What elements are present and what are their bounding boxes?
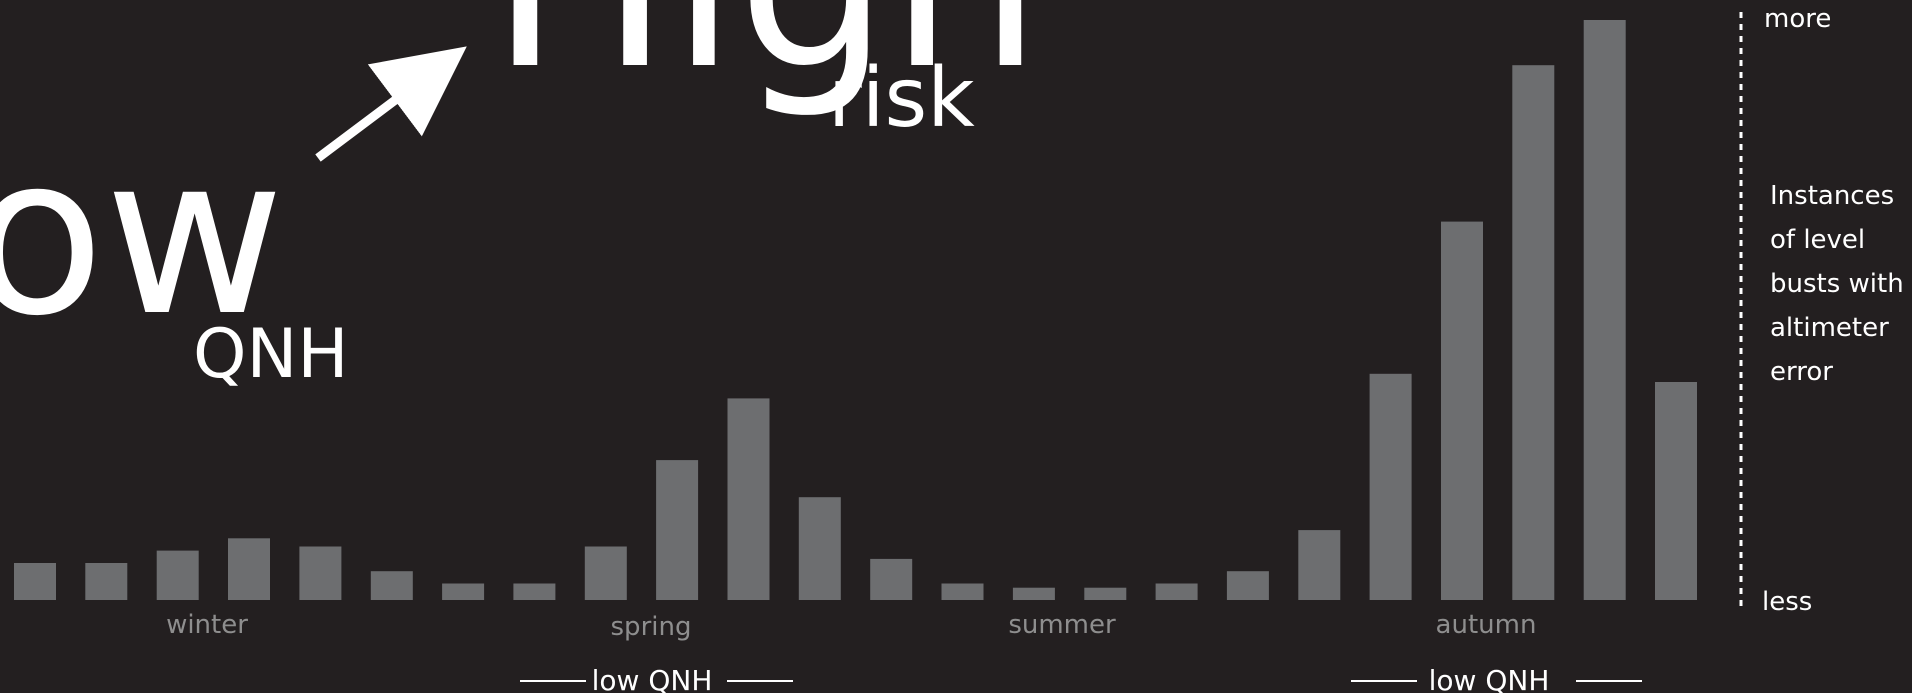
bar-21: [1441, 221, 1483, 600]
season-label-winter: winter: [166, 610, 248, 640]
bar-5: [299, 546, 342, 600]
risk-subtitle: risk: [828, 51, 975, 146]
bar-16: [1084, 587, 1127, 600]
arrow-icon: [315, 46, 467, 162]
bar-12: [798, 497, 841, 600]
bar-14: [941, 583, 984, 600]
bar-8: [513, 583, 556, 600]
high-headline: High: [490, 0, 1042, 122]
bar-17: [1155, 583, 1198, 600]
axis-bottom-label: less: [1762, 587, 1812, 617]
bar-1: [14, 563, 56, 600]
bar-7: [442, 583, 485, 600]
axis-top-label: more: [1764, 4, 1831, 34]
bar-15: [1012, 587, 1055, 600]
bar-2: [85, 563, 128, 600]
bar-13: [870, 558, 913, 600]
season-label-autumn: autumn: [1436, 610, 1537, 640]
low-qnh-subtitle: QNH: [193, 315, 349, 394]
season-label-summer: summer: [1008, 610, 1116, 640]
low-headline: ow: [0, 108, 285, 364]
y-axis-title-line-4: altimeter: [1770, 313, 1889, 343]
bar-18: [1226, 571, 1269, 600]
bar-10: [656, 460, 699, 600]
bar-4: [228, 538, 270, 600]
bar-11: [727, 398, 770, 600]
y-axis-title-line-2: of level: [1770, 225, 1865, 255]
bars-group: [14, 20, 1697, 600]
y-axis-title-line-1: Instances: [1770, 181, 1894, 211]
bar-9: [584, 546, 627, 600]
bar-23: [1583, 20, 1626, 600]
bar-24: [1655, 382, 1697, 600]
bar-19: [1298, 530, 1341, 600]
low-qnh-label-spring: low QNH: [592, 664, 713, 693]
bar-22: [1512, 65, 1555, 600]
bar-3: [156, 550, 199, 600]
y-axis-title-line-5: error: [1770, 357, 1833, 387]
bar-20: [1369, 373, 1412, 600]
bar-6: [370, 571, 413, 600]
season-label-spring: spring: [611, 612, 692, 642]
y-axis-title-line-3: busts with: [1770, 269, 1904, 299]
low-qnh-label-autumn: low QNH: [1429, 664, 1550, 693]
